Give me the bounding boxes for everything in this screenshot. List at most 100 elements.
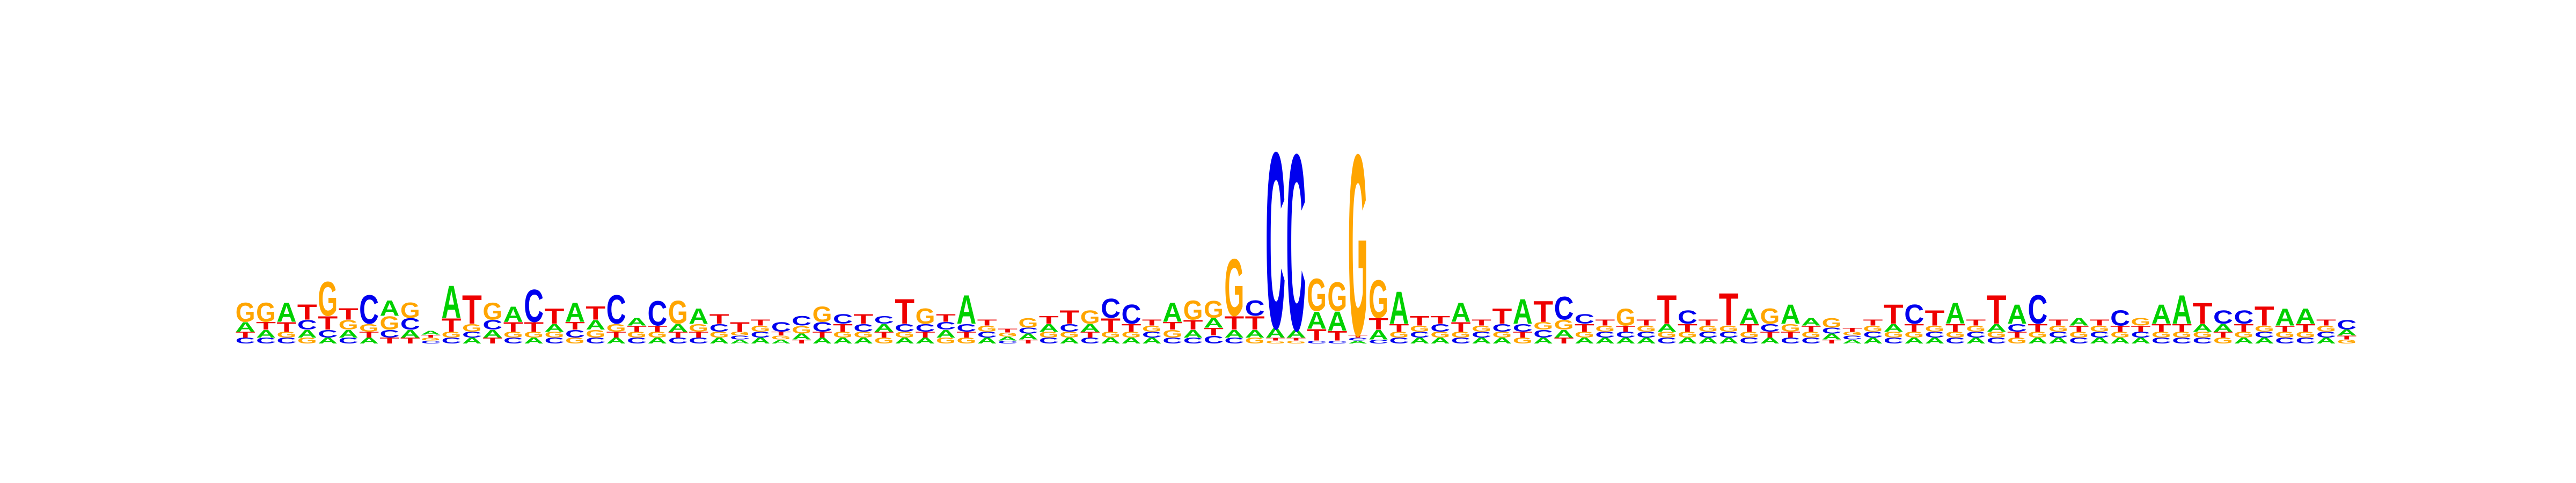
- logo-letter-a: A: [1533, 336, 1553, 345]
- logo-letter-c: C: [689, 336, 708, 345]
- logo-letter-t: T: [2213, 330, 2233, 339]
- logo-letter-a: A: [1286, 328, 1306, 340]
- logo-letter-c: C: [2110, 306, 2130, 331]
- logo-letter-a: A: [1719, 336, 1739, 345]
- logo-letter-t: T: [1657, 287, 1677, 332]
- logo-letter-a: A: [318, 336, 338, 345]
- logo-letter-a: A: [1410, 336, 1430, 345]
- logo-letter-g: G: [586, 328, 605, 340]
- logo-letter-c: C: [2007, 322, 2027, 334]
- logo-letter-a: A: [1842, 339, 1862, 345]
- logo-letter-c: C: [668, 336, 688, 345]
- logo-letter-t: T: [792, 339, 811, 345]
- logo-letter-c: C: [545, 336, 565, 345]
- logo-letter-c: C: [2213, 306, 2233, 328]
- logo-letter-t: T: [1039, 314, 1059, 326]
- logo-letter-g: G: [1657, 330, 1677, 339]
- logo-letter-c: C: [400, 315, 420, 333]
- logo-letter-a: A: [936, 328, 956, 340]
- logo-letter-g: G: [730, 331, 750, 336]
- logo-letter-a: A: [2069, 316, 2089, 328]
- logo-letter-g: G: [1945, 330, 1965, 339]
- logo-letter-c: C: [1286, 102, 1306, 383]
- logo-letter-a: A: [730, 339, 750, 345]
- logo-letter-c: C: [792, 313, 811, 328]
- logo-letter-g: G: [1327, 275, 1347, 320]
- logo-letter-t: T: [1059, 306, 1079, 327]
- logo-letter-t: T: [1472, 318, 1491, 327]
- logo-letter-t: T: [2028, 321, 2048, 334]
- logo-letter-g: G: [2172, 330, 2192, 339]
- logo-letter-g: G: [2316, 324, 2336, 333]
- logo-letter-t: T: [709, 311, 729, 327]
- logo-letter-t: T: [1224, 313, 1244, 334]
- logo-letter-a: A: [2090, 336, 2110, 345]
- logo-letter-c: C: [1101, 293, 1121, 324]
- logo-letter-c: C: [2316, 330, 2336, 339]
- logo-letter-c: C: [2275, 336, 2295, 345]
- logo-letter-c: C: [1719, 330, 1739, 339]
- logo-letter-g: G: [936, 336, 956, 346]
- logo-letter-c: C: [2172, 336, 2192, 345]
- logo-letter-c: C: [2151, 336, 2171, 345]
- logo-letter-t: T: [1430, 314, 1450, 326]
- logo-letter-g: G: [236, 298, 255, 328]
- logo-letter-c: C: [1533, 328, 1553, 340]
- logo-letter-t: T: [1286, 337, 1306, 341]
- logo-letter-t: T: [1966, 318, 1986, 327]
- logo-letter-a: A: [874, 322, 894, 334]
- logo-letter-a: A: [1121, 336, 1141, 345]
- logo-letter-c: C: [1430, 322, 1450, 334]
- logo-letter-t: T: [1019, 339, 1038, 345]
- logo-letter-t: T: [1884, 299, 1904, 329]
- logo-letter-g: G: [1224, 241, 1244, 333]
- logo-letter-c: C: [2234, 306, 2253, 328]
- logo-letter-a: A: [2110, 336, 2130, 345]
- logo-letter-a: A: [1698, 336, 1718, 345]
- logo-letter-g: G: [1430, 330, 1450, 339]
- logo-letter-g: G: [1142, 324, 1162, 333]
- logo-letter-c: C: [524, 281, 544, 332]
- logo-letter-t: T: [1101, 314, 1121, 335]
- logo-letter-a: A: [256, 328, 276, 340]
- logo-letter-t: T: [1575, 321, 1594, 334]
- logo-letter-g: G: [750, 324, 770, 333]
- logo-letter-t: T: [998, 328, 1018, 334]
- logo-letter-g: G: [442, 330, 462, 339]
- logo-letter-t: T: [1327, 328, 1347, 343]
- logo-letter-g: G: [318, 272, 338, 327]
- logo-letter-t: T: [1451, 319, 1471, 335]
- logo-letter-c: C: [1739, 336, 1759, 345]
- logo-letter-c: C: [627, 336, 647, 345]
- logo-letter-t: T: [1760, 330, 1780, 339]
- logo-letter-g: G: [606, 321, 626, 334]
- logo-letter-t: T: [1121, 321, 1141, 334]
- logo-letter-t: T: [421, 334, 441, 338]
- logo-letter-c: C: [1801, 336, 1821, 345]
- logo-letter-c: C: [1616, 330, 1636, 339]
- logo-letter-c: C: [1698, 330, 1718, 339]
- logo-letter-a: A: [2028, 336, 2048, 345]
- logo-letter-a: A: [277, 297, 297, 327]
- logo-letter-a: A: [606, 336, 626, 345]
- logo-letter-c: C: [2337, 317, 2357, 332]
- logo-letter-c: C: [1554, 290, 1574, 326]
